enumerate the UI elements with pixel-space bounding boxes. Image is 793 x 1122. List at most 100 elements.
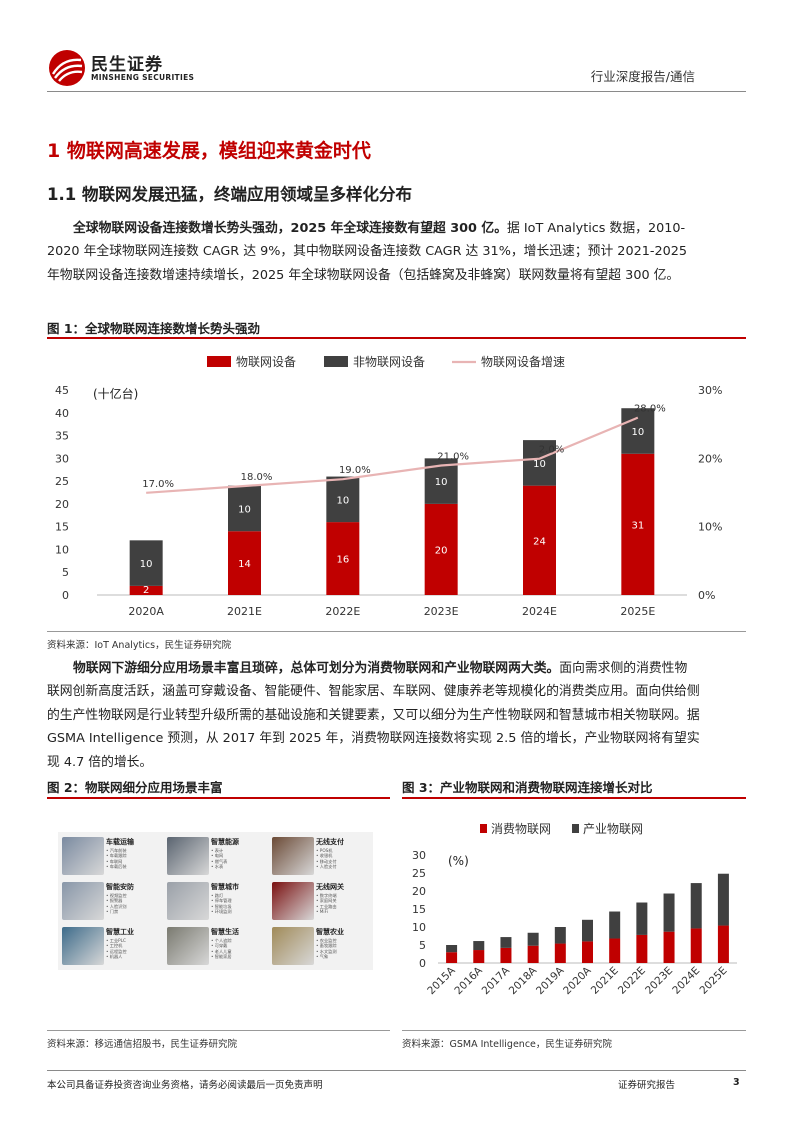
fig3-bar-consumer-2021E — [609, 938, 621, 963]
fig3-bar-industrial-2025E — [717, 873, 729, 926]
label-iot-2025E: 31 — [631, 520, 644, 531]
y-tick-6: 30 — [55, 452, 69, 465]
fig3-bar-industrial-2021E — [609, 911, 621, 939]
scene-items: • 个人追踪 • 可穿戴 • 老人儿童 • 智能家居 — [211, 938, 232, 960]
y-tick-3: 15 — [55, 521, 69, 534]
figure-3-title: 图 3：产业物联网和消费物联网连接增长对比 — [402, 780, 653, 795]
scene-tile: 智慧生活 • 个人追踪 • 可穿戴 • 老人儿童 • 智能家居 — [165, 924, 269, 968]
scene-items: • 视频监控 • 报警器 • 人脸识别 • 门禁 — [106, 893, 127, 915]
scene-photo-icon — [272, 837, 314, 875]
fig3-bar-consumer-2023E — [663, 931, 675, 963]
scene-tile: 智慧城市 • 路灯 • 停车管理 • 智能垃圾 • 环境监测 — [165, 879, 269, 923]
growth-label-2020A: 17.0% — [142, 479, 174, 490]
y2-tick-3: 30% — [698, 384, 722, 397]
report-category: 行业深度报告/通信 — [590, 69, 695, 84]
figure-3-source: 资料来源：GSMA Intelligence，民生证券研究院 — [402, 1039, 612, 1050]
figure-1-source-rule — [47, 631, 746, 632]
x-tick-2025E: 2025E — [620, 605, 655, 618]
label-noniot-2021E: 10 — [238, 504, 251, 515]
fig3-bar-consumer-2020A — [582, 941, 593, 963]
y-unit-label: (十亿台) — [93, 386, 138, 401]
fig3-bar-consumer-2024E — [690, 928, 702, 963]
x-tick-2020A: 2020A — [128, 605, 164, 618]
application-scene-grid: 车载运输 • 汽车前装 • 车载跟踪 • 车联网 • 车载后装 智慧能源 • 表计 •… — [58, 832, 373, 970]
subsection-heading: 1.1 物联网发展迅猛，终端应用领域呈多样化分布 — [47, 185, 412, 204]
fig3-x-tick-2023E: 2023E — [643, 965, 675, 997]
fig3-legend-swatch-0 — [480, 824, 487, 833]
figure-3-title-rule — [402, 797, 746, 799]
growth-line-path — [146, 416, 639, 494]
y-tick-8: 40 — [55, 407, 69, 420]
y2-tick-2: 20% — [698, 452, 722, 465]
figure-1-bars — [129, 408, 655, 595]
x-tick-2022E: 2022E — [325, 605, 360, 618]
bar-iot-2024E — [523, 485, 556, 595]
section-heading: 1 物联网高速发展，模组迎来黄金时代 — [47, 140, 371, 162]
figure-1-chart: 物联网设备 非物联网设备 物联网设备增速 0 5 10 15 20 25 30 35 40 45 0% 1… — [55, 355, 722, 618]
scene-tile: 无线网关 • 数字终端 • 家庭网关 • 工业路由 • MiFi — [270, 879, 374, 923]
figure-3-chart: 消费物联网 产业物联网 0 5 10 15 20 25 30 (%) 2015A2016A2017… — [412, 822, 737, 997]
label-noniot-2020A: 10 — [140, 559, 153, 570]
fig3-bar-consumer-2017A — [500, 947, 512, 963]
bar-iot-2020A — [129, 585, 163, 595]
scene-items: • 农业监控 • 畜牧跟踪 • 水文监测 • 气象 — [316, 938, 337, 960]
scene-name: 无线支付 — [316, 838, 344, 846]
label-noniot-2023E: 10 — [435, 477, 448, 488]
bar-iot-2022E — [326, 522, 360, 595]
paragraph-2-body: 面向需求侧的消费性物联网创新高度活跃，涵盖可穿戴设备、智能硬件、智能家居、车联网… — [47, 661, 700, 770]
fig3-bar-industrial-2017A — [500, 937, 512, 948]
scene-photo-icon — [62, 837, 104, 875]
label-iot-2023E: 20 — [435, 545, 448, 556]
fig3-legend-label-1: 产业物联网 — [583, 822, 643, 836]
scene-photo-icon — [62, 882, 104, 920]
figure-2-title: 图 2：物联网细分应用场景丰富 — [47, 780, 223, 795]
figure-1-axes: 0 5 10 15 20 25 30 35 40 45 0% 10% 20% 30% (十亿台) 2020A 2… — [55, 384, 722, 618]
paragraph-1: 全球物联网设备连接数增长势头强劲，2025 年全球连接数有望超 300 亿。据 … — [47, 217, 700, 287]
scene-tile: 无线支付 • POS机 • 收银机 • 移动支付 • 人脸支付 — [270, 834, 374, 878]
scene-name: 智慧生活 — [211, 928, 239, 936]
bar-noniot-2021E — [228, 485, 261, 532]
fig3-x-tick-2019A: 2019A — [534, 964, 567, 997]
fig3-bar-consumer-2019A — [554, 943, 566, 963]
fig3-y-tick-6: 30 — [412, 849, 426, 862]
scene-items: • 路灯 • 停车管理 • 智能垃圾 • 环境监测 — [211, 893, 232, 915]
figure-1-labels: 2 10 14 10 16 10 20 10 24 10 31 10 17.0% 18.0% 19.0% 21… — [140, 404, 666, 596]
bar-noniot-2022E — [326, 476, 360, 523]
y-tick-5: 25 — [55, 475, 69, 488]
scene-items: • 工业PLC • 工控机 • 远程监控 • 机器人 — [106, 938, 127, 960]
fig3-y-tick-1: 5 — [419, 939, 426, 952]
growth-label-2023E: 21.0% — [437, 452, 469, 463]
fig3-bar-consumer-2016A — [473, 950, 485, 963]
scene-items: • 汽车前装 • 车载跟踪 • 车联网 • 车载后装 — [106, 848, 127, 870]
figure-1-growth-line — [146, 416, 639, 494]
y2-tick-1: 10% — [698, 521, 722, 534]
scene-tile: 智慧能源 • 表计 • 电网 • 燃气表 • 水表 — [165, 834, 269, 878]
fig3-bar-industrial-2023E — [663, 893, 675, 932]
legend-swatch-1 — [324, 356, 348, 367]
scene-name: 无线网关 — [316, 883, 344, 891]
scene-name: 车载运输 — [106, 838, 134, 846]
paragraph-2-lead: 物联网下游细分应用场景丰富且琐碎，总体可划分为消费物联网和产业物联网两大类。 — [73, 661, 560, 676]
scene-items: • 数字终端 • 家庭网关 • 工业路由 • MiFi — [316, 893, 337, 915]
label-iot-2020A: 2 — [143, 585, 149, 596]
figure-2-source: 资料来源：移远通信招股书，民生证券研究院 — [47, 1039, 238, 1050]
footer-doc-type: 证券研究报告 — [618, 1080, 676, 1091]
y-tick-4: 20 — [55, 498, 69, 511]
fig3-bar-industrial-2018A — [527, 932, 539, 946]
bar-noniot-2020A — [129, 540, 163, 586]
paragraph-1-body: 据 IoT Analytics 数据，2010-2020 年全球物联网连接数 C… — [47, 221, 688, 283]
x-tick-2024E: 2024E — [522, 605, 557, 618]
paragraph-2: 物联网下游细分应用场景丰富且琐碎，总体可划分为消费物联网和产业物联网两大类。面向… — [47, 657, 700, 774]
fig3-y-tick-5: 25 — [412, 867, 426, 880]
bar-noniot-2024E — [523, 440, 556, 486]
legend-label-2: 物联网设备增速 — [481, 355, 565, 369]
scene-name: 智慧能源 — [211, 838, 239, 846]
label-iot-2024E: 24 — [533, 536, 546, 547]
fig3-bar-industrial-2016A — [473, 941, 485, 951]
brand-name-cn: 民生证券 — [91, 55, 163, 75]
y-tick-9: 45 — [55, 384, 69, 397]
label-iot-2021E: 14 — [238, 559, 251, 570]
figure-3-bars — [446, 873, 729, 963]
label-noniot-2022E: 10 — [336, 495, 349, 506]
growth-label-2025E: 28.0% — [634, 404, 666, 415]
